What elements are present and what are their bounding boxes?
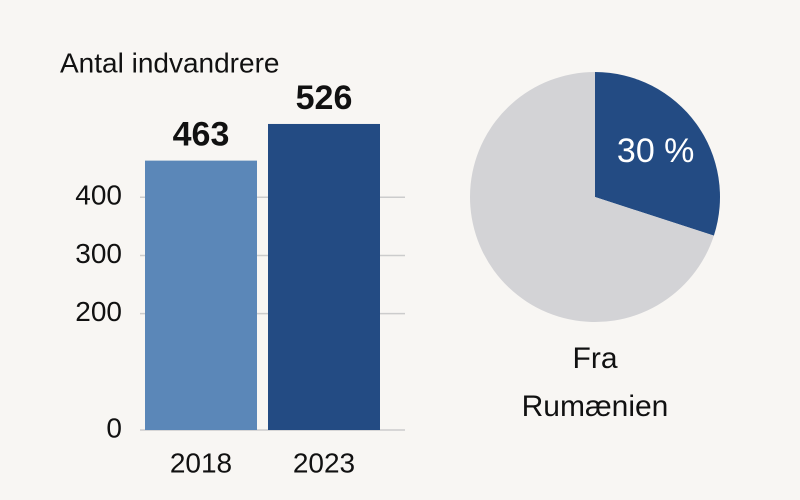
value-label: 526	[296, 79, 353, 117]
y-tick-label: 400	[75, 180, 122, 211]
bar	[145, 160, 257, 431]
value-label: 30 %	[617, 132, 695, 170]
bar	[268, 123, 380, 431]
x-tick-label: 2023	[293, 447, 355, 478]
x-tick-label: 2018	[170, 447, 232, 478]
value-label: 463	[173, 116, 230, 154]
y-axis-label: Antal indvandrere	[60, 47, 279, 78]
pie-label: Fra Rumænien	[521, 342, 669, 423]
pie-slice	[470, 72, 714, 322]
y-tick-label: 0	[106, 412, 122, 443]
pie-slice	[595, 72, 720, 236]
y-tick-label: 200	[75, 296, 122, 327]
y-tick-label: 300	[75, 238, 122, 269]
